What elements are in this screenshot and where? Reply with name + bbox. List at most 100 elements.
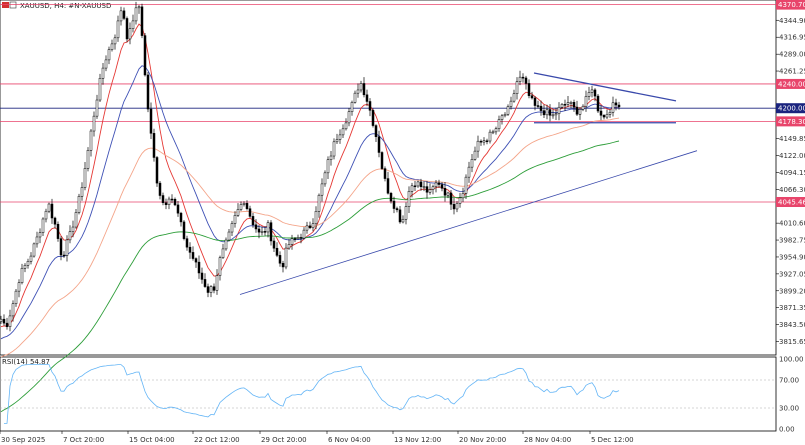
rsi-tick-label: 100.00: [779, 356, 804, 364]
candles: [0, 1, 621, 332]
candle-body: [278, 255, 282, 264]
candle-body: [572, 102, 576, 108]
candle-body: [164, 202, 168, 205]
candle-body: [182, 221, 186, 239]
candle-body: [143, 35, 147, 76]
candle-body: [227, 231, 231, 241]
candle-body: [311, 223, 315, 229]
candle-body: [11, 303, 15, 317]
candle-body: [587, 92, 591, 97]
candle-body: [38, 232, 42, 238]
candle-body: [392, 200, 396, 209]
candle-body: [230, 223, 234, 233]
candle-body: [131, 20, 135, 29]
candle-body: [254, 224, 258, 230]
rsi-tick-label: 0.00: [779, 426, 795, 434]
candle-body: [2, 318, 6, 324]
candle-body: [68, 231, 72, 241]
candle-body: [455, 203, 459, 210]
moving-averages: [0, 23, 620, 413]
candle-body: [596, 95, 600, 112]
candle-body: [167, 198, 171, 205]
x-tick-label: 28 Nov 04:00: [524, 436, 571, 444]
y-tick-label: 4122.00: [779, 152, 805, 160]
candle-body: [233, 215, 237, 224]
y-tick-label: 3899.20: [779, 287, 805, 295]
candle-body: [599, 110, 603, 116]
candle-body: [146, 74, 150, 110]
candle-body: [365, 94, 369, 102]
candle-body: [407, 191, 411, 207]
candle-body: [560, 104, 564, 108]
candle-body: [611, 102, 615, 113]
candle-body: [356, 89, 360, 94]
time-axis: 30 Sep 2025 7 Oct 20:00 15 Oct 04:00 22 Oct…: [0, 431, 634, 444]
candle-body: [44, 210, 48, 220]
candle-body: [242, 203, 246, 205]
candle-body: [101, 67, 105, 79]
candle-body: [320, 183, 324, 196]
candle-body: [413, 185, 417, 188]
candle-body: [491, 131, 495, 134]
candle-body: [50, 203, 54, 219]
rsi-line: [4, 364, 620, 424]
candle-body: [53, 217, 57, 225]
candle-body: [14, 290, 18, 304]
candle-body: [107, 49, 111, 61]
candle-body: [197, 261, 201, 274]
candle-body: [26, 261, 30, 266]
y-tick-label: 4094.15: [779, 169, 805, 177]
candle-body: [428, 189, 432, 193]
candle-body: [410, 185, 414, 192]
candle-body: [467, 166, 471, 178]
candle-body: [224, 239, 228, 250]
candle-body: [377, 136, 381, 153]
candle-body: [542, 110, 546, 116]
candle-body: [221, 248, 225, 258]
candle-body: [71, 226, 75, 232]
rsi-label: RSI(14) 54.87: [2, 358, 50, 366]
candle-body: [218, 257, 222, 276]
candle-body: [113, 37, 117, 45]
level-label: 4370.70: [778, 1, 805, 9]
candle-body: [614, 102, 618, 106]
candle-body: [344, 122, 348, 130]
candle-body: [200, 272, 204, 280]
level-label: 4240.00: [778, 80, 805, 88]
candle-body: [5, 322, 9, 327]
candle-body: [263, 231, 267, 233]
candle-body: [119, 10, 123, 22]
candle-body: [338, 134, 342, 140]
x-tick-label: 20 Nov 20:00: [459, 436, 506, 444]
candle-body: [473, 150, 477, 160]
y-tick-label: 4316.95: [779, 34, 805, 42]
candle-body: [497, 119, 501, 129]
candle-body: [608, 112, 612, 115]
candle-body: [395, 208, 399, 211]
candle-body: [374, 125, 378, 137]
candle-body: [155, 157, 159, 184]
chart-header: XAUUSD, H4: #N-XAUUSD: [2, 1, 111, 10]
candle-body: [521, 76, 525, 79]
candle-body: [8, 315, 12, 327]
candle-body: [434, 182, 438, 188]
candle-body: [524, 77, 528, 84]
candle-body: [77, 196, 81, 213]
candle-body: [248, 208, 252, 217]
candle-body: [359, 83, 363, 91]
candle-body: [503, 113, 507, 117]
candle-body: [401, 219, 405, 223]
candle-body: [176, 204, 180, 214]
candle-body: [284, 247, 288, 268]
candle-body: [500, 115, 504, 120]
candle-body: [17, 282, 21, 292]
candle-body: [566, 102, 570, 105]
candle-body: [134, 7, 138, 22]
candle-body: [398, 209, 402, 223]
candle-body: [554, 113, 558, 116]
candle-body: [464, 176, 468, 194]
candle-body: [62, 254, 66, 257]
candle-body: [539, 105, 543, 111]
levels-layer: [0, 4, 776, 203]
